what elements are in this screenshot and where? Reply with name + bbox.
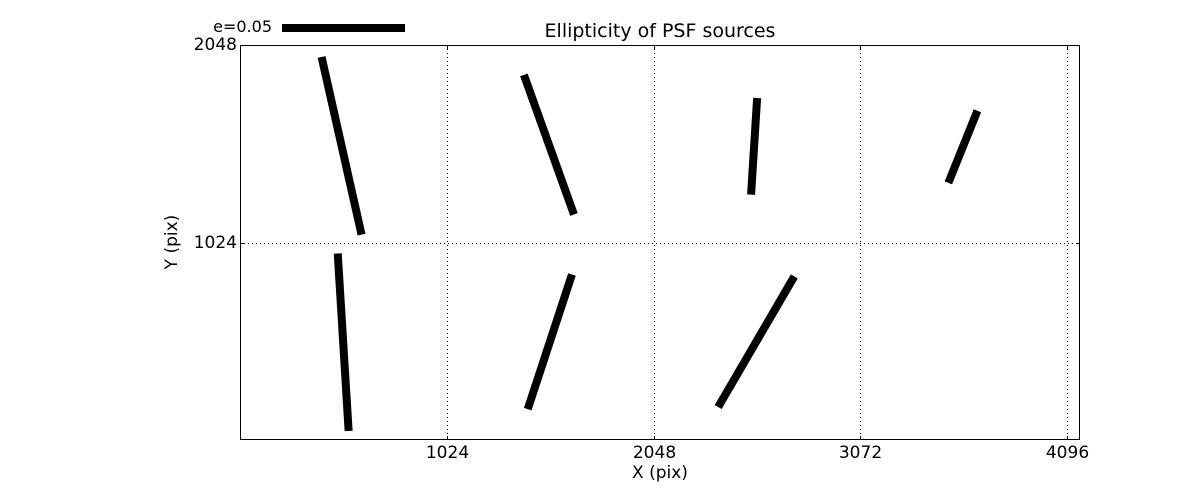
whisker [317, 56, 366, 236]
chart-title: Ellipticity of PSF sources [544, 20, 776, 42]
x-tick-label: 4096 [1045, 443, 1090, 463]
y-tick-label: 2048 [193, 35, 237, 55]
whisker-series [317, 56, 982, 432]
whisker [944, 109, 982, 185]
x-tick-label: 3072 [838, 443, 883, 463]
whisker [714, 274, 798, 410]
whisker [523, 273, 576, 411]
axes-frame [240, 45, 1080, 440]
y-tick-label: 1024 [193, 233, 237, 253]
axes-border [240, 45, 1080, 440]
gridlines [240, 45, 1080, 440]
x-tick-label: 2048 [632, 443, 677, 463]
legend-label: e=0.05 [213, 17, 272, 36]
whisker [333, 253, 353, 432]
whisker [747, 97, 762, 195]
whisker [520, 73, 578, 216]
x-tick-label: 1024 [425, 443, 470, 463]
tick-marks [240, 45, 1080, 440]
x-axis-title: X (pix) [632, 463, 688, 483]
